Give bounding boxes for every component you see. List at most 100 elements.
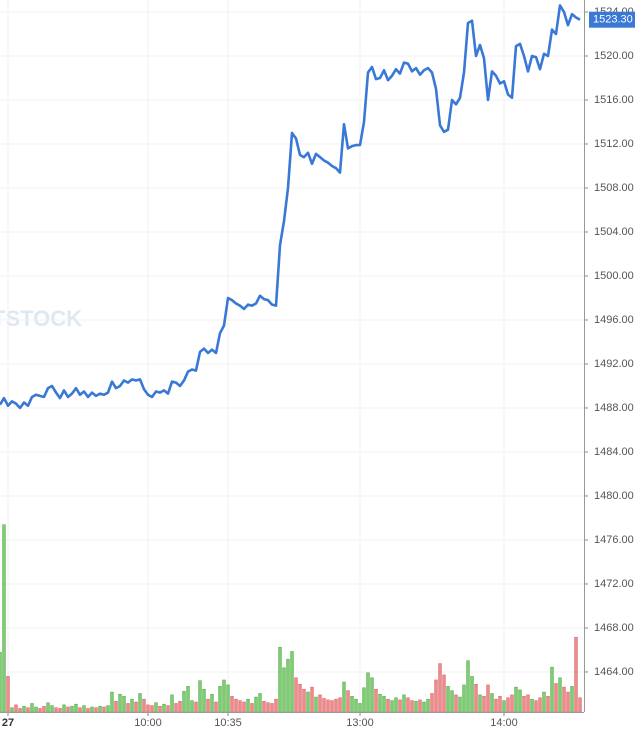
volume-bar	[314, 696, 318, 713]
y-tick-label: 1480.00	[594, 490, 634, 502]
volume-bar	[2, 524, 6, 713]
volume-bar	[26, 707, 30, 713]
y-tick-label: 1508.00	[594, 182, 634, 194]
volume-bar	[442, 674, 446, 713]
volume-bar	[562, 686, 566, 713]
volume-bar	[174, 703, 178, 713]
volume-bar	[274, 698, 278, 713]
last-price-tag	[589, 11, 635, 28]
volume-bar	[150, 705, 154, 713]
volume-bar	[134, 701, 138, 713]
volume-bar	[18, 708, 22, 713]
volume-bar	[570, 686, 574, 713]
volume-bar	[130, 698, 134, 713]
y-tick-label: 1504.00	[594, 226, 634, 238]
volume-bar	[114, 701, 118, 713]
volume-bar	[38, 708, 42, 713]
volume-bar	[446, 686, 450, 713]
volume-bar	[426, 698, 430, 713]
volume-bar	[374, 688, 378, 713]
volume-bar	[434, 679, 438, 713]
y-tick-label: 1496.00	[594, 314, 634, 326]
volume-bar	[122, 696, 126, 713]
volume-bar	[522, 696, 526, 713]
y-tick-label: 1472.00	[594, 578, 634, 590]
volume-bar	[14, 704, 18, 713]
volume-bar	[302, 688, 306, 713]
volume-bar	[86, 708, 90, 713]
volume-bar	[190, 700, 194, 713]
y-tick-label: 1476.00	[594, 534, 634, 546]
volume-bar	[10, 707, 14, 713]
volume-bar	[138, 693, 142, 713]
volume-bar	[574, 636, 578, 713]
volume-bar	[282, 667, 286, 713]
volume-bar	[542, 691, 546, 713]
volume-bar	[406, 697, 410, 713]
volume-bar	[178, 701, 182, 713]
volume-bar	[206, 698, 210, 713]
watermark: TSTOCK	[0, 306, 82, 331]
volume-bar	[270, 703, 274, 713]
volume-bar	[246, 698, 250, 713]
y-tick-label: 1488.00	[594, 402, 634, 414]
volume-bar	[266, 702, 270, 713]
volume-bar	[490, 693, 494, 713]
volume-bar	[310, 686, 314, 713]
volume-bar	[74, 703, 78, 713]
volume-bar	[438, 663, 442, 713]
volume-bar	[210, 693, 214, 713]
volume-bar	[290, 651, 294, 713]
y-tick-label: 1516.00	[594, 94, 634, 106]
x-tick-label: 13:00	[346, 717, 374, 729]
volume-bar	[50, 705, 54, 713]
volume-bar	[538, 697, 542, 713]
volume-bar	[110, 691, 114, 713]
volume-bar	[338, 697, 342, 713]
volume-bar	[294, 677, 298, 713]
volume-bar	[250, 703, 254, 713]
volume-bar	[154, 702, 158, 713]
volume-bar	[170, 694, 174, 713]
volume-bar	[202, 688, 206, 713]
volume-bar	[362, 687, 366, 713]
volume-bar	[218, 686, 222, 713]
volume-bar	[234, 698, 238, 713]
volume-bar	[146, 704, 150, 713]
volume-bar	[566, 691, 570, 713]
volume-bar	[0, 651, 2, 713]
volume-bar	[378, 693, 382, 713]
volume-bar	[226, 684, 230, 713]
volume-bar	[54, 707, 58, 713]
volume-bar	[466, 660, 470, 713]
volume-bar	[382, 696, 386, 713]
volume-bar	[238, 700, 242, 713]
volume-bar	[258, 693, 262, 713]
volume-bar	[422, 701, 426, 713]
volume-bar	[214, 701, 218, 713]
volume-bar	[494, 698, 498, 713]
x-tick-label: 10:00	[134, 717, 162, 729]
volume-bar	[458, 696, 462, 713]
volume-bar	[254, 696, 258, 713]
volume-bar	[526, 694, 530, 713]
volume-bar	[278, 646, 282, 713]
volume-bar	[534, 700, 538, 713]
volume-bar	[350, 696, 354, 713]
volume-bar	[162, 703, 166, 713]
volume-bar	[506, 697, 510, 713]
volume-bar	[358, 703, 362, 713]
volume-bar	[354, 698, 358, 713]
volume-bar	[242, 701, 246, 713]
volume-bar	[102, 706, 106, 713]
y-tick-label: 1464.00	[594, 666, 634, 678]
volume-bar	[470, 676, 474, 713]
volume-bar	[42, 706, 46, 713]
volume-bar	[222, 679, 226, 713]
y-tick-label: 1512.00	[594, 138, 634, 150]
volume-bar	[78, 707, 82, 713]
volume-bar	[518, 689, 522, 713]
y-tick-label: 1492.00	[594, 358, 634, 370]
y-tick-label: 1468.00	[594, 622, 634, 634]
